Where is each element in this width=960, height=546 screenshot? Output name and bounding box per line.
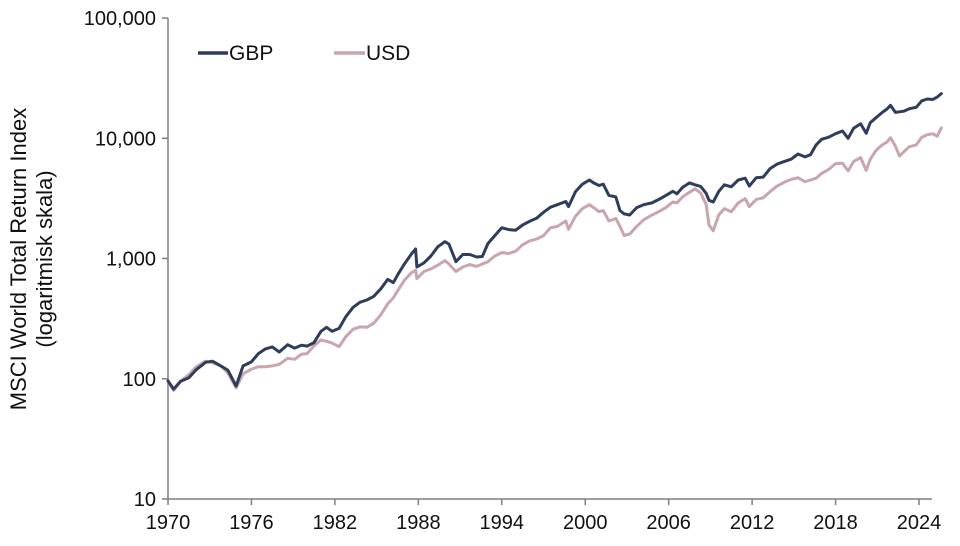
x-tick-label: 1982 xyxy=(313,512,358,534)
y-tick-label: 100 xyxy=(123,369,156,391)
axes: 10 100 1,000 10,000 100,000 1970 1976 1982 1988 1… xyxy=(84,8,942,534)
x-tick-label: 2000 xyxy=(563,512,608,534)
y-tick-label: 10,000 xyxy=(95,128,156,150)
x-tick-label: 1988 xyxy=(396,512,441,534)
y-axis-subtitle: (logaritmisk skala) xyxy=(32,170,57,347)
series-line-gbp xyxy=(166,92,943,391)
y-axis-title: MSCI World Total Return Index xyxy=(6,108,31,410)
x-tick-label: 2024 xyxy=(897,512,942,534)
x-tick-label: 2018 xyxy=(813,512,858,534)
x-tick-label: 1970 xyxy=(146,512,191,534)
y-tick-label: 1,000 xyxy=(106,249,156,271)
y-tick-label: 10 xyxy=(134,489,156,511)
legend-label-gbp: GBP xyxy=(229,42,273,65)
series-line-usd xyxy=(166,126,943,392)
series-lines xyxy=(166,92,943,392)
x-tick-label: 1976 xyxy=(229,512,274,534)
legend-label-usd: USD xyxy=(366,42,410,65)
x-tick-label: 1994 xyxy=(480,512,525,534)
y-tick-label: 100,000 xyxy=(84,8,156,30)
x-tick-label: 2012 xyxy=(730,512,775,534)
legend: GBP USD xyxy=(198,42,410,65)
x-tick-label: 2006 xyxy=(646,512,691,534)
